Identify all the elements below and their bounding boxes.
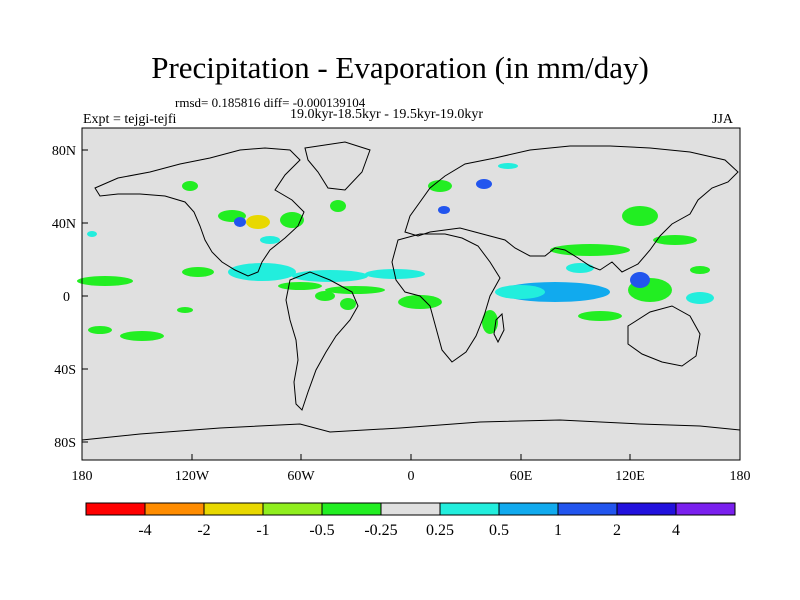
patch-green <box>653 235 697 245</box>
coast-south-america <box>285 271 359 411</box>
colorbar-swatch <box>380 502 441 516</box>
colorbar-label: 4 <box>672 522 680 539</box>
lat-tick-label: 40S <box>54 363 76 378</box>
patch-green <box>578 311 622 321</box>
colorbar-swatch <box>85 502 146 516</box>
axis-ticks <box>81 149 741 460</box>
patch-blue <box>476 179 492 189</box>
colorbar-swatch <box>144 502 205 516</box>
lat-tick-label: 80S <box>54 436 76 451</box>
colorbar-swatch <box>675 502 736 516</box>
patch-green <box>398 295 442 309</box>
patch-cyan <box>260 236 280 244</box>
colorbar-swatch <box>616 502 677 516</box>
patch-cyan <box>87 231 97 237</box>
colorbar-label: -0.5 <box>309 522 334 539</box>
patch-blue <box>630 272 650 288</box>
patch-green <box>622 206 658 226</box>
patch-green <box>77 276 133 286</box>
coast-north-america <box>94 147 305 277</box>
colorbar: -4 -2 -1 -0.5 -0.25 0.25 0.5 1 2 4 <box>85 502 736 539</box>
patch-green <box>482 310 498 334</box>
patch-green <box>182 181 198 191</box>
period-label: 19.0kyr-18.5kyr - 19.5kyr-19.0kyr <box>290 107 484 122</box>
lon-tick-label: 0 <box>408 469 415 484</box>
lat-tick-labels: 80N 40N 0 40S 80S <box>52 144 76 451</box>
lat-tick-label: 40N <box>52 217 76 232</box>
patch-yellow <box>246 215 270 229</box>
colorbar-swatch <box>321 502 382 516</box>
lon-tick-label: 180 <box>72 469 93 484</box>
patch-cyan <box>228 263 296 281</box>
patch-green <box>177 307 193 313</box>
lat-tick-label: 0 <box>63 290 70 305</box>
patch-green <box>88 326 112 334</box>
lon-tick-labels: 180 120W 60W 0 60E 120E 180 <box>72 469 751 484</box>
patch-green <box>315 291 335 301</box>
colorbar-swatch <box>262 502 323 516</box>
colorbar-label: -4 <box>138 522 151 539</box>
anomaly-patches <box>77 163 714 341</box>
coast-madagascar <box>493 312 505 344</box>
colorbar-label: 0.5 <box>489 522 509 539</box>
lon-tick-label: 120E <box>615 469 645 484</box>
coast-greenland <box>304 141 371 191</box>
colorbar-label: 0.25 <box>426 522 454 539</box>
chart-title: Precipitation - Evaporation (in mm/day) <box>151 50 649 85</box>
coast-antarctica <box>81 419 741 441</box>
patch-green <box>330 200 346 212</box>
patch-cyan <box>292 270 368 282</box>
patch-green <box>120 331 164 341</box>
colorbar-label: 1 <box>554 522 562 539</box>
colorbar-swatch <box>498 502 559 516</box>
lat-tick-label: 80N <box>52 144 76 159</box>
patch-blue <box>234 217 246 227</box>
patch-green <box>550 244 630 256</box>
patch-blue <box>438 206 450 214</box>
coast-africa <box>391 233 501 363</box>
experiment-label: Expt = tejgi-tejfi <box>83 112 177 127</box>
patch-cyan <box>495 285 545 299</box>
patch-cyan <box>686 292 714 304</box>
patch-green <box>278 282 322 290</box>
patch-green <box>325 286 385 294</box>
patch-cyan <box>498 163 518 169</box>
colorbar-swatch <box>557 502 618 516</box>
patch-cyan <box>566 263 594 273</box>
patch-green <box>690 266 710 274</box>
season-label: JJA <box>712 112 734 127</box>
stats-label: rmsd= 0.185816 diff= -0.000139104 <box>175 95 366 110</box>
lon-tick-label: 180 <box>730 469 751 484</box>
lon-tick-label: 120W <box>175 469 210 484</box>
colorbar-swatch <box>203 502 264 516</box>
colorbar-swatch <box>439 502 500 516</box>
coast-eurasia <box>404 145 739 273</box>
patch-green <box>182 267 214 277</box>
coast-australia <box>627 305 701 367</box>
coastlines <box>81 141 741 441</box>
patch-green <box>280 212 304 228</box>
lon-tick-label: 60W <box>287 469 315 484</box>
patch-green <box>340 298 356 310</box>
colorbar-label: -1 <box>256 522 269 539</box>
colorbar-label: 2 <box>613 522 621 539</box>
colorbar-label: -0.25 <box>364 522 397 539</box>
lon-tick-label: 60E <box>510 469 533 484</box>
patch-green <box>428 180 452 192</box>
colorbar-label: -2 <box>197 522 210 539</box>
